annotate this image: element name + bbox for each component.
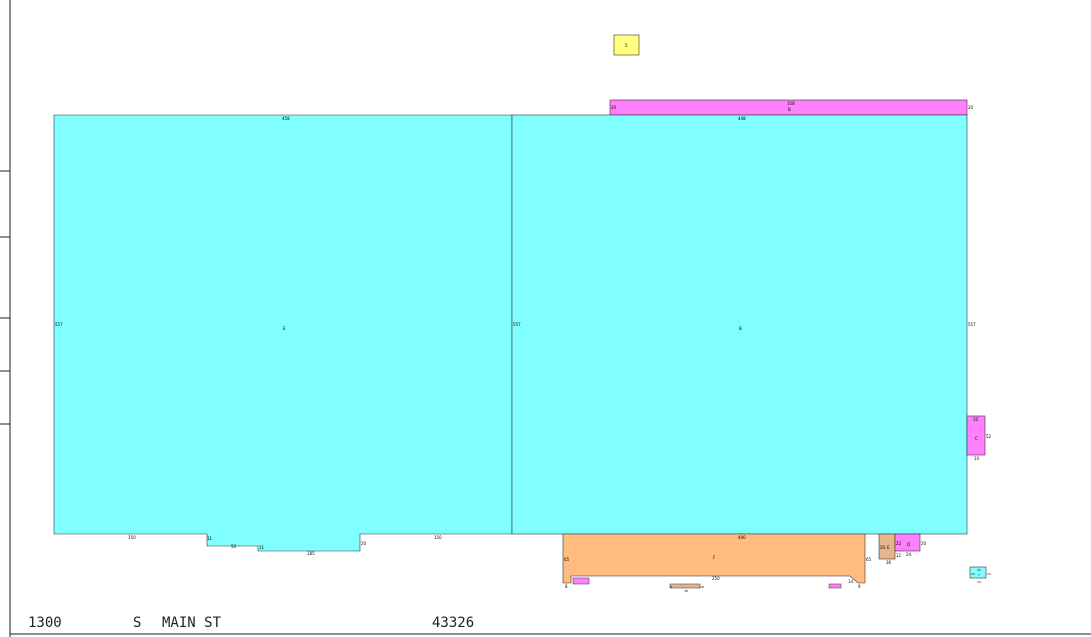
small-cyan-left-dim: 10 — [971, 572, 975, 576]
right-small-label: C — [975, 436, 978, 441]
orange-bottom-dim: 250 — [712, 576, 720, 581]
left-top-dim: 458 — [282, 116, 290, 121]
bottom-orange-area[interactable] — [562, 533, 866, 584]
right-small-bottom-dim: 10 — [974, 456, 980, 461]
small-tan-label: E — [887, 545, 890, 550]
bottom-right-dim-a: 150 — [434, 535, 442, 540]
top-strip-label: B — [788, 107, 791, 112]
orange-foot-e: 38 — [684, 589, 688, 593]
right-main-label: B — [739, 326, 742, 331]
right-main-area[interactable] — [511, 114, 968, 535]
orange-foot-f: 9 — [858, 584, 861, 589]
small-magenta-dim-b: 20 — [921, 541, 927, 546]
mid-side-dim: 557 — [513, 322, 521, 327]
small-cyan-right-dim: 10 — [987, 572, 991, 576]
small-cyan-bottom-dim: 10 — [977, 580, 981, 584]
yellow-area-box[interactable] — [613, 34, 640, 56]
yellow-area-label: 5 — [625, 43, 628, 48]
small-magenta-dim-d: 12 — [896, 553, 902, 558]
small-cyan-label: 7 — [978, 573, 980, 577]
right-small-side-dim: 52 — [986, 434, 992, 439]
small-cyan-area[interactable] — [969, 566, 987, 579]
orange-foot-d: 8 — [670, 585, 672, 589]
bottom-left-dim-b: 11 — [207, 536, 213, 541]
right-top-dim: 448 — [738, 116, 746, 121]
bottom-left-dim-f: 20 — [361, 541, 367, 546]
small-magenta-dim-c: 24 — [906, 552, 912, 557]
small-tan-dim: 20 — [880, 545, 886, 550]
orange-left-dim: 65 — [564, 557, 570, 562]
small-magenta-dim-a: 22 — [896, 541, 902, 546]
right-small-top-dim: 10 — [973, 417, 979, 422]
small-cyan-top-dim: 10 — [977, 568, 981, 572]
magenta-small-left[interactable] — [572, 577, 590, 585]
address-direction: S — [133, 615, 141, 631]
magenta-small-right[interactable] — [828, 583, 842, 589]
orange-foot-b: 18 — [700, 585, 704, 589]
address-street: MAIN ST — [162, 615, 222, 631]
right-small-area[interactable] — [966, 415, 986, 456]
bottom-left-dim-a: 150 — [128, 535, 136, 540]
small-magenta-area[interactable] — [894, 533, 921, 552]
left-side-dim: 557 — [55, 322, 63, 327]
bottom-left-dim-c: 50 — [231, 544, 237, 549]
small-tan-bottom-dim: 36 — [886, 560, 892, 565]
left-main-label: E — [283, 326, 286, 331]
orange-foot-a: 8 — [565, 584, 568, 589]
bottom-left-dim-d: 11 — [259, 545, 265, 550]
orange-foot-c: 14 — [848, 579, 854, 584]
bottom-left-dim-e: 185 — [307, 551, 315, 556]
orange-small-patio[interactable] — [669, 583, 701, 589]
left-main-area[interactable] — [53, 114, 513, 552]
small-magenta-label: D — [907, 542, 910, 547]
top-strip-length: 358 — [787, 101, 795, 106]
top-strip-left-dim: 20 — [611, 105, 617, 110]
right-side-dim: 557 — [968, 322, 976, 327]
orange-top-dim: 440 — [738, 535, 746, 540]
address-zip: 43326 — [432, 615, 474, 631]
orange-area-label: F — [713, 555, 716, 560]
address-number: 1300 — [28, 615, 62, 631]
orange-right-dim: 65 — [866, 557, 872, 562]
top-strip-right-dim: 20 — [968, 105, 974, 110]
